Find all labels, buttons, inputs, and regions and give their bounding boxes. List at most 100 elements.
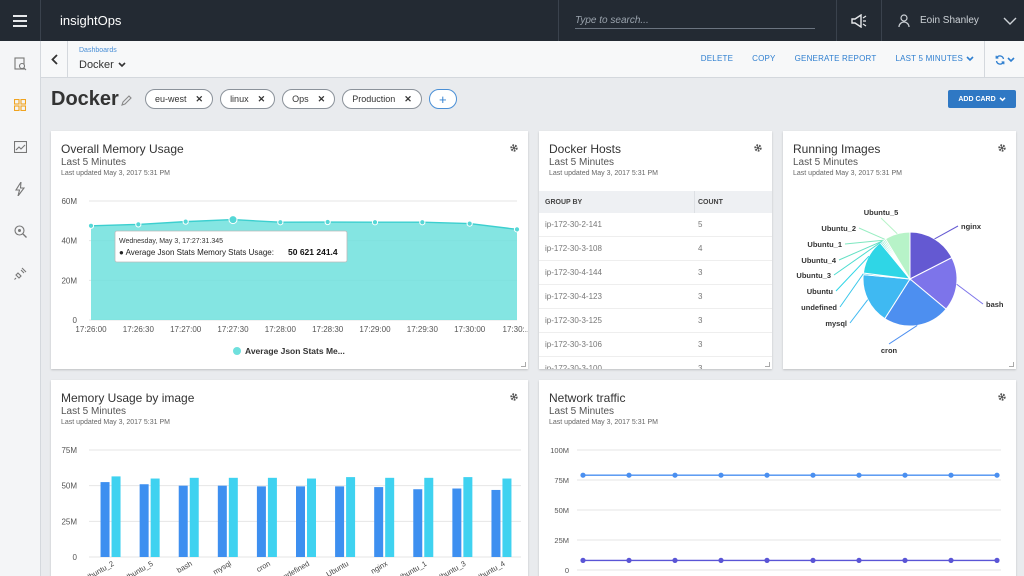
delete-button[interactable]: DELETE [700, 54, 734, 63]
tag-chip[interactable]: Production ✕ [342, 89, 422, 109]
memory-bar-chart: 0 25M 50M 75M Ubuntu_2 Ubuntu_5 bash mysql cron u… [61, 446, 521, 576]
x-tick-label: nginx [369, 559, 389, 576]
bar [296, 486, 305, 557]
data-point [994, 557, 1000, 563]
tag-chip[interactable]: eu-west ✕ [145, 89, 214, 109]
add-tag-button[interactable]: + [428, 89, 457, 109]
x-tick-label: Ubuntu_2 [83, 559, 116, 576]
data-point [672, 557, 678, 563]
card-updated: Last updated May 3, 2017 5:31 PM [549, 419, 658, 426]
close-icon[interactable]: ✕ [257, 93, 266, 104]
table-row[interactable]: ip-172-30-3-125 3 [539, 309, 772, 333]
dashboard-selector[interactable]: Docker [79, 59, 126, 71]
bar [267, 477, 277, 557]
table-row[interactable]: ip-172-30-3-108 4 [539, 237, 772, 261]
back-arrow-icon[interactable] [41, 41, 68, 78]
lightning-icon[interactable] [10, 179, 30, 199]
search-log-icon[interactable] [10, 54, 30, 74]
table-row[interactable]: ip-172-30-2-141 5 [539, 213, 772, 237]
column-header[interactable]: COUNT [694, 191, 772, 213]
resize-handle[interactable] [765, 362, 770, 367]
resize-handle[interactable] [521, 362, 526, 367]
card-updated: Last updated May 3, 2017 5:31 PM [549, 170, 658, 177]
megaphone-icon[interactable] [836, 0, 882, 41]
x-tick-label: mysql [211, 559, 233, 576]
search-input[interactable] [575, 12, 815, 29]
refresh-button[interactable] [984, 41, 1024, 78]
data-point [994, 472, 1000, 478]
pie-leader-line [844, 239, 884, 245]
tag-chip[interactable]: linux ✕ [220, 89, 276, 109]
pie-label: Ubuntu_2 [821, 224, 856, 233]
add-card-label: ADD CARD [958, 95, 996, 103]
y-tick-label: 25M [61, 517, 77, 526]
pie-label: cron [881, 346, 898, 355]
table-row[interactable]: ip-172-30-4-123 3 [539, 285, 772, 309]
data-point [277, 219, 284, 226]
x-tick-label: Ubuntu_5 [122, 559, 155, 576]
card-range: Last 5 Minutes [61, 406, 127, 417]
add-card-button[interactable]: ADD CARD [948, 90, 1016, 108]
dashboard-icon[interactable] [10, 95, 30, 115]
bar [413, 489, 423, 557]
bar [502, 478, 512, 557]
table-cell: ip-172-30-3-125 [545, 316, 602, 325]
data-point [580, 557, 586, 563]
page-title: Docker [51, 88, 119, 110]
tag-label: Ops [292, 94, 309, 104]
y-tick-label: 40M [61, 237, 77, 246]
investigate-icon[interactable] [10, 221, 30, 241]
y-tick-label: 60M [61, 197, 77, 206]
y-tick-label: 75M [554, 476, 569, 485]
tag-chip[interactable]: Ops ✕ [282, 89, 336, 109]
pie-leader-line [858, 227, 885, 240]
dashboard-selector-label: Docker [79, 59, 114, 71]
close-icon[interactable]: ✕ [404, 93, 412, 104]
card-updated: Last updated May 3, 2017 5:31 PM [61, 170, 170, 177]
table-row[interactable]: ip-172-30-4-144 3 [539, 261, 772, 285]
x-tick-label: undefined [278, 559, 311, 576]
gear-icon[interactable] [997, 143, 1007, 153]
table-row[interactable]: ip-172-30-3-100 3 [539, 357, 772, 369]
chart-icon[interactable] [10, 137, 30, 157]
time-range-dropdown[interactable]: LAST 5 MINUTES [895, 54, 974, 63]
tooltip: Wednesday, May 3, 17:27:31.345 ● Average … [114, 230, 348, 263]
pie-label: Ubuntu_1 [807, 240, 842, 249]
gear-icon[interactable] [997, 392, 1007, 402]
bar [189, 477, 199, 557]
data-point [764, 472, 770, 478]
user-menu[interactable]: Eoin Shanley [898, 0, 1017, 41]
series-line [90, 218, 518, 231]
plug-icon[interactable] [10, 263, 30, 283]
card-updated: Last updated May 3, 2017 5:31 PM [793, 170, 902, 177]
column-header[interactable]: GROUP BY [545, 198, 583, 206]
table-cell: 4 [698, 244, 703, 253]
card-title: Docker Hosts [549, 142, 622, 156]
app-name: insightOps [60, 13, 122, 28]
tag-list: eu-west ✕ linux ✕ Ops ✕ Production ✕ + [145, 89, 457, 109]
generate-report-button[interactable]: GENERATE REPORT [794, 54, 877, 63]
gear-icon[interactable] [509, 143, 519, 153]
pie-label: nginx [961, 222, 982, 231]
close-icon[interactable]: ✕ [195, 93, 204, 104]
close-icon[interactable]: ✕ [317, 93, 326, 104]
copy-button[interactable]: COPY [752, 54, 776, 63]
table-cell: ip-172-30-3-108 [545, 244, 602, 253]
data-point [902, 557, 908, 563]
resize-handle[interactable] [1009, 362, 1014, 367]
legend-swatch [233, 347, 241, 355]
network-line-chart: 0 25M 50M 75M 100M [550, 446, 1001, 575]
table-row[interactable]: ip-172-30-3-106 3 [539, 333, 772, 357]
pie-label: mysql [825, 319, 847, 328]
y-tick-label: 0 [73, 553, 78, 562]
pencil-icon[interactable] [121, 94, 133, 109]
data-point [513, 226, 521, 233]
breadcrumb[interactable]: Dashboards [79, 47, 117, 54]
card-range: Last 5 Minutes [61, 157, 127, 168]
gear-icon[interactable] [509, 392, 519, 402]
gear-icon[interactable] [753, 143, 763, 153]
data-point [371, 219, 379, 226]
menu-icon[interactable] [0, 0, 41, 41]
card-updated: Last updated May 3, 2017 5:31 PM [61, 419, 170, 426]
x-tick-label: 17:27:30 [217, 325, 249, 334]
